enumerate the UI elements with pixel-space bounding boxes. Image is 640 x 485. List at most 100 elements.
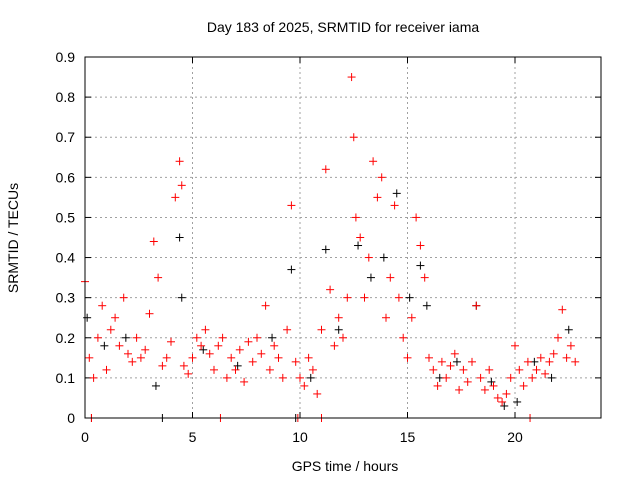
data-point-black [405, 293, 414, 302]
y-tick-label: 0.8 [56, 89, 76, 105]
y-tick-label: 0.7 [56, 129, 76, 145]
data-point-red [528, 373, 537, 382]
data-point-red [171, 193, 180, 202]
data-point-red [149, 237, 158, 246]
data-point-red [403, 353, 412, 362]
data-point-black [416, 261, 425, 270]
data-point-red [222, 373, 231, 382]
data-point-red [265, 365, 274, 374]
data-point-red [317, 325, 326, 334]
y-axis-label: SRMTID / TECUs [5, 183, 21, 293]
data-point-red [412, 213, 421, 222]
data-point-red [304, 353, 313, 362]
data-point-red [485, 365, 494, 374]
data-point-red [201, 325, 210, 334]
data-point-black [334, 325, 343, 334]
data-point-black [422, 301, 431, 310]
data-point-red [433, 381, 442, 390]
data-point-red [141, 345, 150, 354]
x-tick-label: 0 [81, 429, 89, 445]
data-point-red [442, 373, 451, 382]
chart-title: Day 183 of 2025, SRMTID for receiver iam… [207, 19, 480, 35]
data-point-red [476, 373, 485, 382]
data-point-black [321, 245, 330, 254]
data-point-red [382, 313, 390, 322]
data-point-black [100, 341, 109, 350]
data-point-red [162, 353, 171, 362]
data-point-red [347, 73, 356, 82]
data-point-red [257, 349, 266, 358]
data-point-red [498, 397, 507, 406]
x-axis-label: GPS time / hours [292, 458, 399, 474]
data-point-red [416, 241, 425, 250]
data-point-red [227, 353, 236, 362]
data-point-red [364, 253, 373, 262]
data-point-red [373, 193, 382, 202]
data-point-red [407, 313, 416, 322]
data-point-red [188, 353, 197, 362]
data-point-red [339, 333, 347, 342]
data-point-black [452, 357, 461, 366]
data-point-red [167, 337, 175, 346]
x-tick-label: 15 [400, 429, 416, 445]
data-point-red [360, 293, 369, 302]
y-tick-label: 0.5 [56, 209, 76, 225]
data-point-black [151, 381, 160, 390]
data-point-red [235, 345, 244, 354]
data-point-red [349, 133, 358, 142]
data-point-red [296, 373, 304, 382]
data-point-red [489, 381, 498, 390]
data-point-black [547, 373, 556, 382]
data-point-red [511, 341, 519, 350]
data-point-black [366, 273, 375, 282]
data-point-black [233, 361, 242, 370]
data-point-red [132, 333, 141, 342]
data-point-red [536, 353, 545, 362]
data-point-black [306, 373, 315, 382]
data-point-red [321, 165, 330, 174]
data-point-red [394, 293, 403, 302]
data-point-red [523, 357, 532, 366]
data-point-red [85, 353, 94, 362]
data-point-red [472, 301, 481, 310]
y-tick-label: 0.1 [56, 370, 76, 386]
data-point-black [513, 397, 522, 406]
data-point-red [463, 377, 472, 386]
data-point-red [562, 353, 571, 362]
y-tick-label: 0.4 [56, 250, 76, 266]
data-point-red [231, 365, 240, 374]
data-point-red [420, 273, 429, 282]
y-tick-label: 0.6 [56, 169, 76, 185]
data-point-red [308, 365, 317, 374]
data-point-red [437, 357, 446, 366]
data-point-red [175, 157, 184, 166]
data-point-red [179, 361, 188, 370]
data-point-red [502, 389, 511, 398]
data-point-red [554, 333, 562, 342]
data-point-red [210, 365, 218, 374]
data-point-red [177, 181, 186, 190]
data-point-red [450, 349, 459, 358]
data-point-red [480, 385, 489, 394]
data-point-red [571, 357, 580, 366]
data-point-black [199, 345, 208, 354]
data-point-red [506, 373, 515, 382]
data-point-red [119, 293, 128, 302]
data-point-red [326, 285, 335, 294]
data-point-red [270, 341, 279, 350]
data-point-red [566, 341, 575, 350]
data-point-black [564, 325, 573, 334]
data-point-red [106, 325, 115, 334]
data-point-red [291, 357, 300, 366]
data-point-red [248, 357, 257, 366]
data-point-red [468, 357, 476, 366]
y-tick-label: 0.9 [56, 49, 76, 65]
x-tick-label: 5 [189, 429, 197, 445]
data-point-red [541, 369, 550, 378]
data-point-red [429, 365, 438, 374]
data-point-red [545, 357, 554, 366]
data-point-red [455, 385, 464, 394]
data-point-black [287, 265, 296, 274]
